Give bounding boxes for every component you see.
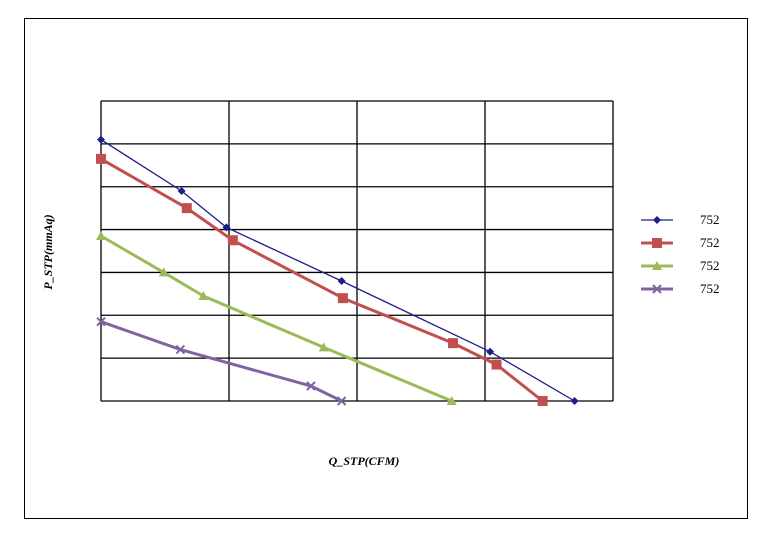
- legend-label: 752: [700, 212, 720, 227]
- legend-item: 752: [641, 281, 720, 296]
- diamond-marker: [177, 187, 186, 195]
- series-3: [96, 231, 457, 405]
- diamond-marker: [222, 223, 231, 232]
- square-marker: [181, 203, 192, 214]
- series-2: [96, 153, 548, 406]
- diamond-marker: [570, 397, 579, 405]
- y-axis-label: P_STP(mmAq): [41, 214, 55, 289]
- series-4: [96, 317, 347, 406]
- square-marker: [227, 235, 238, 246]
- diamond-marker: [97, 135, 105, 144]
- triangle-marker: [96, 231, 106, 240]
- series-line: [100, 320, 343, 403]
- triangle-marker: [158, 267, 169, 277]
- legend-label: 752: [700, 281, 720, 296]
- triangle-marker: [652, 261, 662, 270]
- square-marker: [491, 359, 502, 370]
- square-marker: [337, 293, 348, 304]
- x-marker: [652, 284, 662, 294]
- legend-label: 752: [700, 258, 720, 273]
- series-layer: [96, 135, 579, 406]
- plot-grid: [100, 100, 614, 402]
- legend-item: 752: [641, 235, 720, 250]
- legend-label: 752: [700, 235, 720, 250]
- x-marker: [96, 317, 106, 327]
- series-1: [97, 135, 579, 405]
- series-line: [100, 139, 575, 402]
- legend-item: 752: [641, 212, 720, 227]
- x-marker: [175, 344, 186, 355]
- x-axis-label: Q_STP(CFM): [329, 454, 400, 468]
- legend: 752 752 752 752: [641, 212, 720, 296]
- triangle-marker: [318, 342, 329, 352]
- diamond-marker: [486, 347, 495, 356]
- triangle-marker: [446, 396, 457, 405]
- diamond-marker: [337, 277, 346, 285]
- triangle-marker: [198, 291, 209, 300]
- square-marker: [652, 238, 662, 248]
- series-line: [100, 157, 544, 403]
- x-marker: [336, 396, 347, 406]
- x-marker: [306, 381, 316, 391]
- square-marker: [448, 338, 458, 349]
- square-marker: [537, 396, 548, 406]
- square-marker: [96, 153, 106, 164]
- legend-item: 752: [641, 258, 720, 273]
- diamond-marker: [653, 216, 661, 224]
